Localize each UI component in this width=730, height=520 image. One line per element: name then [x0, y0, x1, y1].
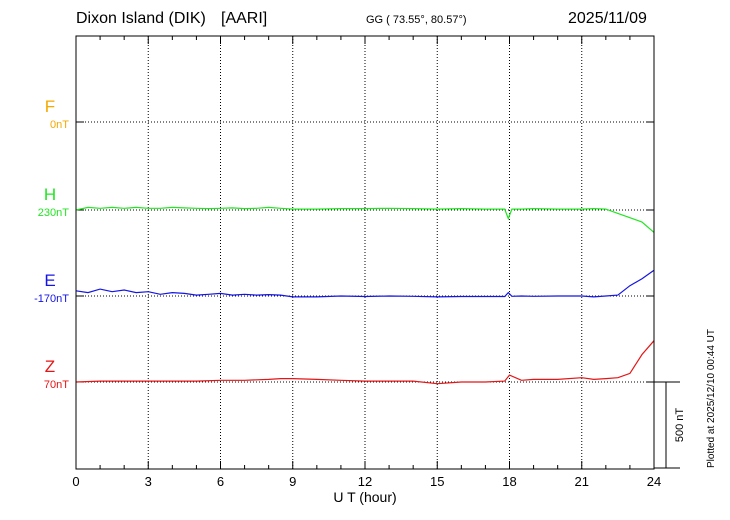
x-tick-label: 12 — [358, 474, 372, 489]
scale-bar: 500 nT — [654, 381, 686, 469]
station-title: Dixon Island (DIK) — [76, 10, 206, 27]
date-label: 2025/11/09 — [568, 10, 647, 27]
series-name-h: H — [44, 185, 56, 204]
grid-layer — [75, 36, 655, 469]
x-tick-label: 0 — [72, 474, 79, 489]
series-baseline-z: 70nT — [44, 379, 69, 391]
x-tick-layer: 0 3 6 9 12 15 18 21 24 — [72, 474, 661, 489]
x-tick-label: 6 — [217, 474, 224, 489]
institute-label: [AARI] — [221, 10, 268, 27]
series-line-h — [75, 206, 655, 233]
x-tick-label: 24 — [647, 474, 661, 489]
series-label-layer: F 0nT H 230nT E -170nT Z 70nT — [34, 97, 69, 391]
series-name-z: Z — [45, 357, 55, 376]
series-line-z — [75, 340, 655, 385]
series-line-e — [75, 269, 655, 298]
series-name-e: E — [44, 271, 55, 290]
series-layer — [75, 206, 655, 385]
series-baseline-e: -170nT — [34, 293, 69, 305]
x-tick-label: 9 — [289, 474, 296, 489]
x-tick-label: 18 — [502, 474, 516, 489]
coordinates-label: GG ( 73.55°, 80.57°) — [366, 14, 467, 26]
plot-frame — [75, 35, 655, 470]
plotted-at-note: Plotted at 2025/12/10 00:44 UT — [706, 329, 717, 468]
x-tick-label: 15 — [430, 474, 444, 489]
x-tick-label: 21 — [575, 474, 589, 489]
series-baseline-f: 0nT — [50, 119, 69, 131]
scale-bar-label: 500 nT — [674, 408, 686, 443]
series-name-f: F — [45, 97, 55, 116]
series-baseline-h: 230nT — [38, 207, 69, 219]
x-tick-label: 3 — [145, 474, 152, 489]
x-axis-label: U T (hour) — [333, 489, 396, 505]
